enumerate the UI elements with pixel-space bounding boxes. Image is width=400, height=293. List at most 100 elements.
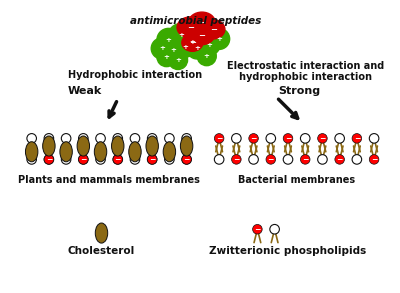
Text: +: +: [204, 53, 210, 59]
Text: +: +: [190, 39, 195, 45]
Text: −: −: [254, 225, 260, 234]
Text: Weak: Weak: [68, 86, 102, 96]
Ellipse shape: [182, 34, 203, 51]
Circle shape: [113, 134, 122, 143]
Circle shape: [214, 155, 224, 164]
Text: +: +: [207, 42, 212, 48]
Circle shape: [78, 155, 88, 164]
Text: −: −: [371, 155, 377, 164]
Text: −: −: [198, 30, 206, 40]
Text: −: −: [114, 155, 121, 164]
Text: −: −: [250, 134, 257, 143]
Circle shape: [352, 155, 362, 164]
Ellipse shape: [177, 17, 204, 38]
Circle shape: [27, 155, 36, 164]
Circle shape: [214, 134, 224, 143]
Circle shape: [253, 224, 262, 234]
Circle shape: [96, 155, 105, 164]
Text: +: +: [216, 36, 222, 42]
Text: −: −: [336, 155, 343, 164]
Circle shape: [335, 155, 344, 164]
Circle shape: [44, 155, 54, 164]
Ellipse shape: [209, 28, 230, 50]
Ellipse shape: [180, 136, 193, 156]
Circle shape: [283, 155, 293, 164]
Text: Hydrophobic interaction: Hydrophobic interaction: [68, 70, 202, 80]
Circle shape: [232, 134, 241, 143]
Ellipse shape: [26, 142, 38, 162]
Text: antimicrobial peptides: antimicrobial peptides: [130, 16, 261, 26]
Circle shape: [300, 155, 310, 164]
Text: −: −: [187, 23, 194, 32]
Circle shape: [44, 134, 54, 143]
Text: −: −: [216, 134, 222, 143]
Text: −: −: [319, 134, 326, 143]
Circle shape: [249, 155, 258, 164]
Text: +: +: [170, 47, 176, 53]
Circle shape: [165, 134, 174, 143]
Circle shape: [78, 155, 88, 164]
Circle shape: [27, 134, 36, 143]
Circle shape: [165, 155, 174, 164]
Ellipse shape: [94, 142, 107, 162]
Text: Strong: Strong: [278, 86, 320, 96]
Ellipse shape: [168, 24, 193, 47]
Text: −: −: [80, 155, 86, 164]
Circle shape: [318, 155, 327, 164]
Ellipse shape: [197, 47, 216, 66]
Ellipse shape: [175, 36, 196, 57]
Ellipse shape: [190, 25, 214, 45]
Text: −: −: [198, 18, 206, 27]
Circle shape: [300, 134, 310, 143]
Ellipse shape: [157, 28, 180, 51]
Ellipse shape: [168, 50, 188, 69]
Ellipse shape: [151, 38, 172, 59]
Circle shape: [182, 155, 192, 164]
Ellipse shape: [202, 20, 225, 39]
Ellipse shape: [95, 223, 108, 243]
Ellipse shape: [157, 47, 176, 67]
Circle shape: [369, 155, 379, 164]
Text: −: −: [210, 25, 217, 34]
Ellipse shape: [181, 30, 204, 53]
Circle shape: [61, 134, 71, 143]
Circle shape: [266, 134, 276, 143]
Ellipse shape: [129, 142, 141, 162]
Text: −: −: [149, 155, 155, 164]
Circle shape: [182, 134, 192, 143]
Circle shape: [182, 155, 192, 164]
Circle shape: [78, 134, 88, 143]
Circle shape: [369, 134, 379, 143]
Text: +: +: [178, 32, 184, 38]
Ellipse shape: [60, 142, 72, 162]
Circle shape: [318, 134, 327, 143]
Circle shape: [148, 134, 157, 143]
Text: −: −: [354, 134, 360, 143]
Circle shape: [249, 134, 258, 143]
Text: Electrostatic interaction and
hydrophobic interaction: Electrostatic interaction and hydrophobi…: [226, 61, 384, 82]
Circle shape: [148, 155, 157, 164]
Text: +: +: [159, 45, 165, 52]
Text: −: −: [184, 155, 190, 164]
Ellipse shape: [188, 12, 215, 33]
Circle shape: [130, 155, 140, 164]
Text: Cholesterol: Cholesterol: [68, 246, 135, 256]
Circle shape: [130, 134, 140, 143]
Ellipse shape: [77, 136, 90, 156]
Ellipse shape: [146, 136, 158, 156]
Ellipse shape: [163, 40, 184, 61]
Ellipse shape: [112, 136, 124, 156]
Text: −: −: [285, 134, 291, 143]
Circle shape: [270, 224, 279, 234]
Text: Plants and mammals membranes: Plants and mammals membranes: [18, 176, 200, 185]
Circle shape: [113, 155, 122, 164]
Text: +: +: [194, 45, 200, 52]
Text: −: −: [233, 155, 240, 164]
Text: −: −: [268, 155, 274, 164]
Circle shape: [283, 134, 293, 143]
Circle shape: [44, 155, 54, 164]
Text: +: +: [183, 44, 188, 50]
Text: Bacterial membranes: Bacterial membranes: [238, 176, 355, 185]
Circle shape: [96, 134, 105, 143]
Text: Zwitterionic phospholipids: Zwitterionic phospholipids: [209, 246, 367, 256]
